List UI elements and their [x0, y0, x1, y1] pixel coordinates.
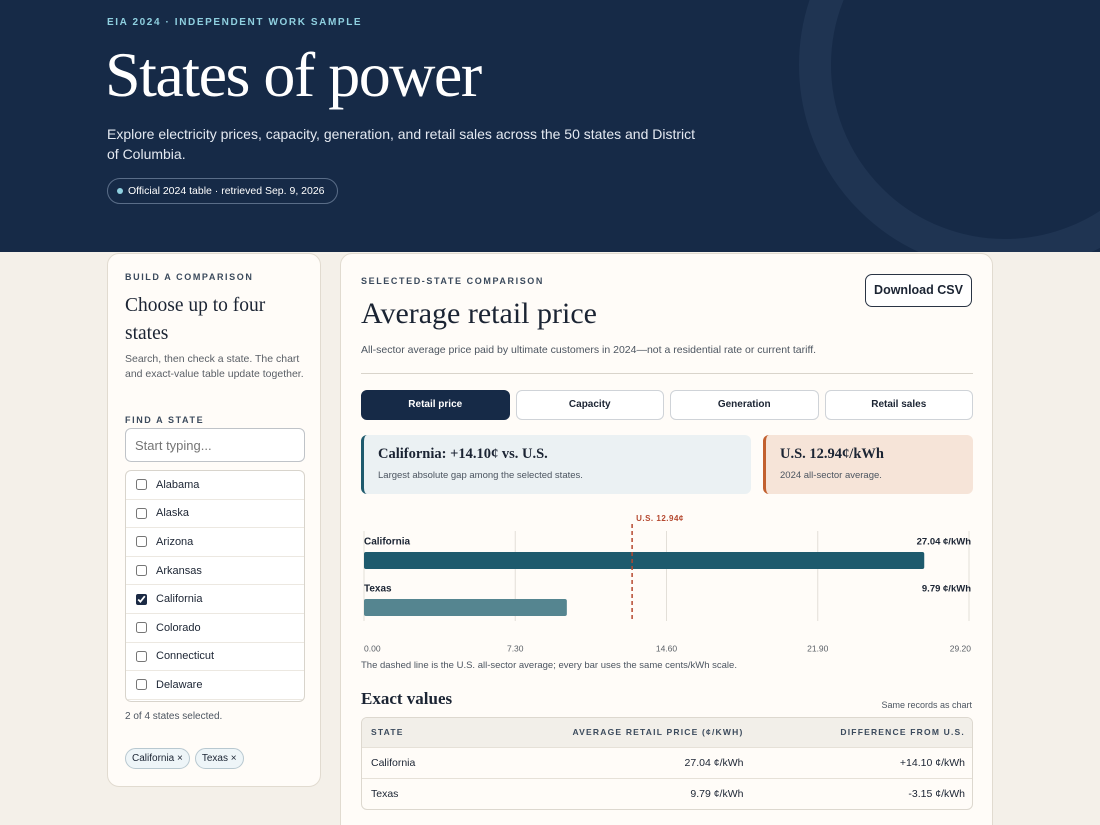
state-list: Alabama Alaska Arizona Arkansas California Co…: [125, 470, 305, 702]
table-cell: 27.04 ¢/kWh: [458, 746, 753, 778]
column-header: STATE: [362, 718, 459, 747]
source-badge: Official 2024 table · retrieved Sep. 9, …: [107, 178, 338, 204]
eyebrow: EIA 2024 · INDEPENDENT WORK SAMPLE: [107, 17, 363, 28]
metric-tab[interactable]: Capacity: [515, 390, 664, 420]
metric-tab[interactable]: Retail sales: [824, 390, 973, 420]
reference-label: U.S. 12.94¢: [636, 514, 684, 523]
sidebar-title: Choose up to four states: [125, 295, 266, 344]
table-cell: +14.10 ¢/kWh: [752, 746, 972, 778]
value-label: 27.04 ¢/kWh: [917, 537, 972, 548]
table-cell: California: [362, 746, 459, 778]
bar: [364, 552, 925, 569]
state-checkbox[interactable]: [136, 479, 147, 491]
state-name: Colorado: [156, 621, 201, 634]
table-note: Same records as chart: [881, 700, 972, 710]
state-option[interactable]: Delaware: [126, 671, 304, 700]
callout-title: U.S. 12.94¢/kWh: [780, 446, 884, 462]
state-name: Arizona: [156, 535, 194, 548]
callout-text: Largest absolute gap among the selected …: [378, 470, 583, 481]
metric-tab[interactable]: Retail price: [361, 390, 510, 420]
callout-title: California: +14.10¢ vs. U.S.: [378, 446, 548, 462]
sidebar: BUILD A COMPARISON Choose up to four sta…: [107, 253, 321, 787]
header-row: STATE AVERAGE RETAIL PRICE (¢/KWH) DIFFERE…: [362, 718, 972, 747]
state-name: Alabama: [156, 478, 200, 491]
page-title: States of power: [105, 39, 482, 110]
state-checkbox[interactable]: [136, 507, 147, 519]
x-tick-label: 14.60: [656, 643, 678, 653]
search-input[interactable]: [125, 428, 305, 462]
callout: California: +14.10¢ vs. U.S. Largest abs…: [361, 435, 751, 494]
divider: [361, 373, 973, 374]
download-button[interactable]: Download CSV: [865, 274, 972, 307]
table-cell: Texas: [362, 777, 459, 809]
table-wrapper: STATE AVERAGE RETAIL PRICE (¢/KWH) DIFFERE…: [361, 717, 973, 810]
search-label: FIND A STATE: [125, 415, 205, 425]
state-checkbox[interactable]: [136, 536, 147, 548]
description: All-sector average price paid by ultimat…: [361, 344, 817, 356]
state-option[interactable]: Arizona: [126, 528, 304, 557]
state-option[interactable]: California: [126, 585, 304, 614]
bar-label: California: [364, 537, 411, 548]
state-name: California: [156, 593, 203, 606]
x-tick-label: 7.30: [507, 643, 524, 653]
state-chip[interactable]: Texas ×: [194, 748, 244, 769]
selection-status: 2 of 4 states selected.: [125, 711, 223, 722]
state-name: Delaware: [156, 678, 203, 691]
state-checkbox[interactable]: [136, 593, 147, 605]
state-name: Connecticut: [156, 650, 215, 663]
table-cell: -3.15 ¢/kWh: [752, 777, 972, 809]
state-checkbox[interactable]: [136, 565, 147, 577]
hero-decor: [799, 0, 1100, 252]
panel-title: Average retail price: [361, 297, 597, 330]
table-body: California 27.04 ¢/kWh +14.10 ¢/kWh Texas 9.…: [362, 746, 972, 809]
state-option[interactable]: Connecticut: [126, 643, 304, 672]
state-name: Alaska: [156, 507, 190, 520]
table-title: Exact values: [361, 689, 453, 708]
eyebrow: BUILD A COMPARISON: [125, 272, 254, 282]
x-tick-label: 0.00: [364, 643, 381, 653]
metric-tab[interactable]: Generation: [670, 390, 819, 420]
values-table: STATE AVERAGE RETAIL PRICE (¢/KWH) DIFFERE…: [362, 718, 972, 809]
main-panel: SELECTED-STATE COMPARISON Average retail…: [340, 253, 993, 825]
chip-row: California × Texas ×: [125, 748, 305, 769]
column-header: DIFFERENCE FROM U.S.: [752, 718, 972, 747]
bar: [364, 599, 567, 616]
table-row: Texas 9.79 ¢/kWh -3.15 ¢/kWh: [362, 777, 972, 809]
state-name: Arkansas: [156, 564, 202, 577]
x-tick-label: 29.20: [950, 643, 972, 653]
state-option[interactable]: Alaska: [126, 500, 304, 529]
bar-label: Texas: [364, 584, 392, 595]
hero: EIA 2024 · INDEPENDENT WORK SAMPLE State…: [0, 0, 1100, 252]
eyebrow: SELECTED-STATE COMPARISON: [361, 276, 545, 286]
state-checkbox[interactable]: [136, 679, 147, 691]
x-tick-label: 21.90: [807, 643, 829, 653]
description: Search, then check a state. The chart an…: [125, 353, 304, 380]
subtitle: Explore electricity prices, capacity, ge…: [107, 126, 696, 162]
state-checkbox[interactable]: [136, 650, 147, 662]
table-cell: 9.79 ¢/kWh: [458, 777, 753, 809]
chart-note: The dashed line is the U.S. all-sector a…: [361, 660, 737, 671]
state-option[interactable]: Colorado: [126, 614, 304, 643]
decor-ring: [799, 0, 1100, 252]
state-option[interactable]: Alabama: [126, 471, 304, 500]
callout: U.S. 12.94¢/kWh 2024 all-sector average.: [763, 435, 973, 494]
table-row: California 27.04 ¢/kWh +14.10 ¢/kWh: [362, 746, 972, 778]
metric-tabs: Retail price Capacity Generation Retail sal…: [361, 390, 973, 420]
callout-text: 2024 all-sector average.: [780, 470, 882, 481]
value-label: 9.79 ¢/kWh: [922, 584, 971, 595]
state-checkbox[interactable]: [136, 622, 147, 634]
bar-chart: 0.00 7.30 14.60 21.90 29.20 California 27.04 ¢…: [363, 514, 972, 653]
state-chip[interactable]: California ×: [125, 748, 190, 769]
state-option[interactable]: Arkansas: [126, 557, 304, 586]
column-header: AVERAGE RETAIL PRICE (¢/KWH): [458, 718, 753, 747]
